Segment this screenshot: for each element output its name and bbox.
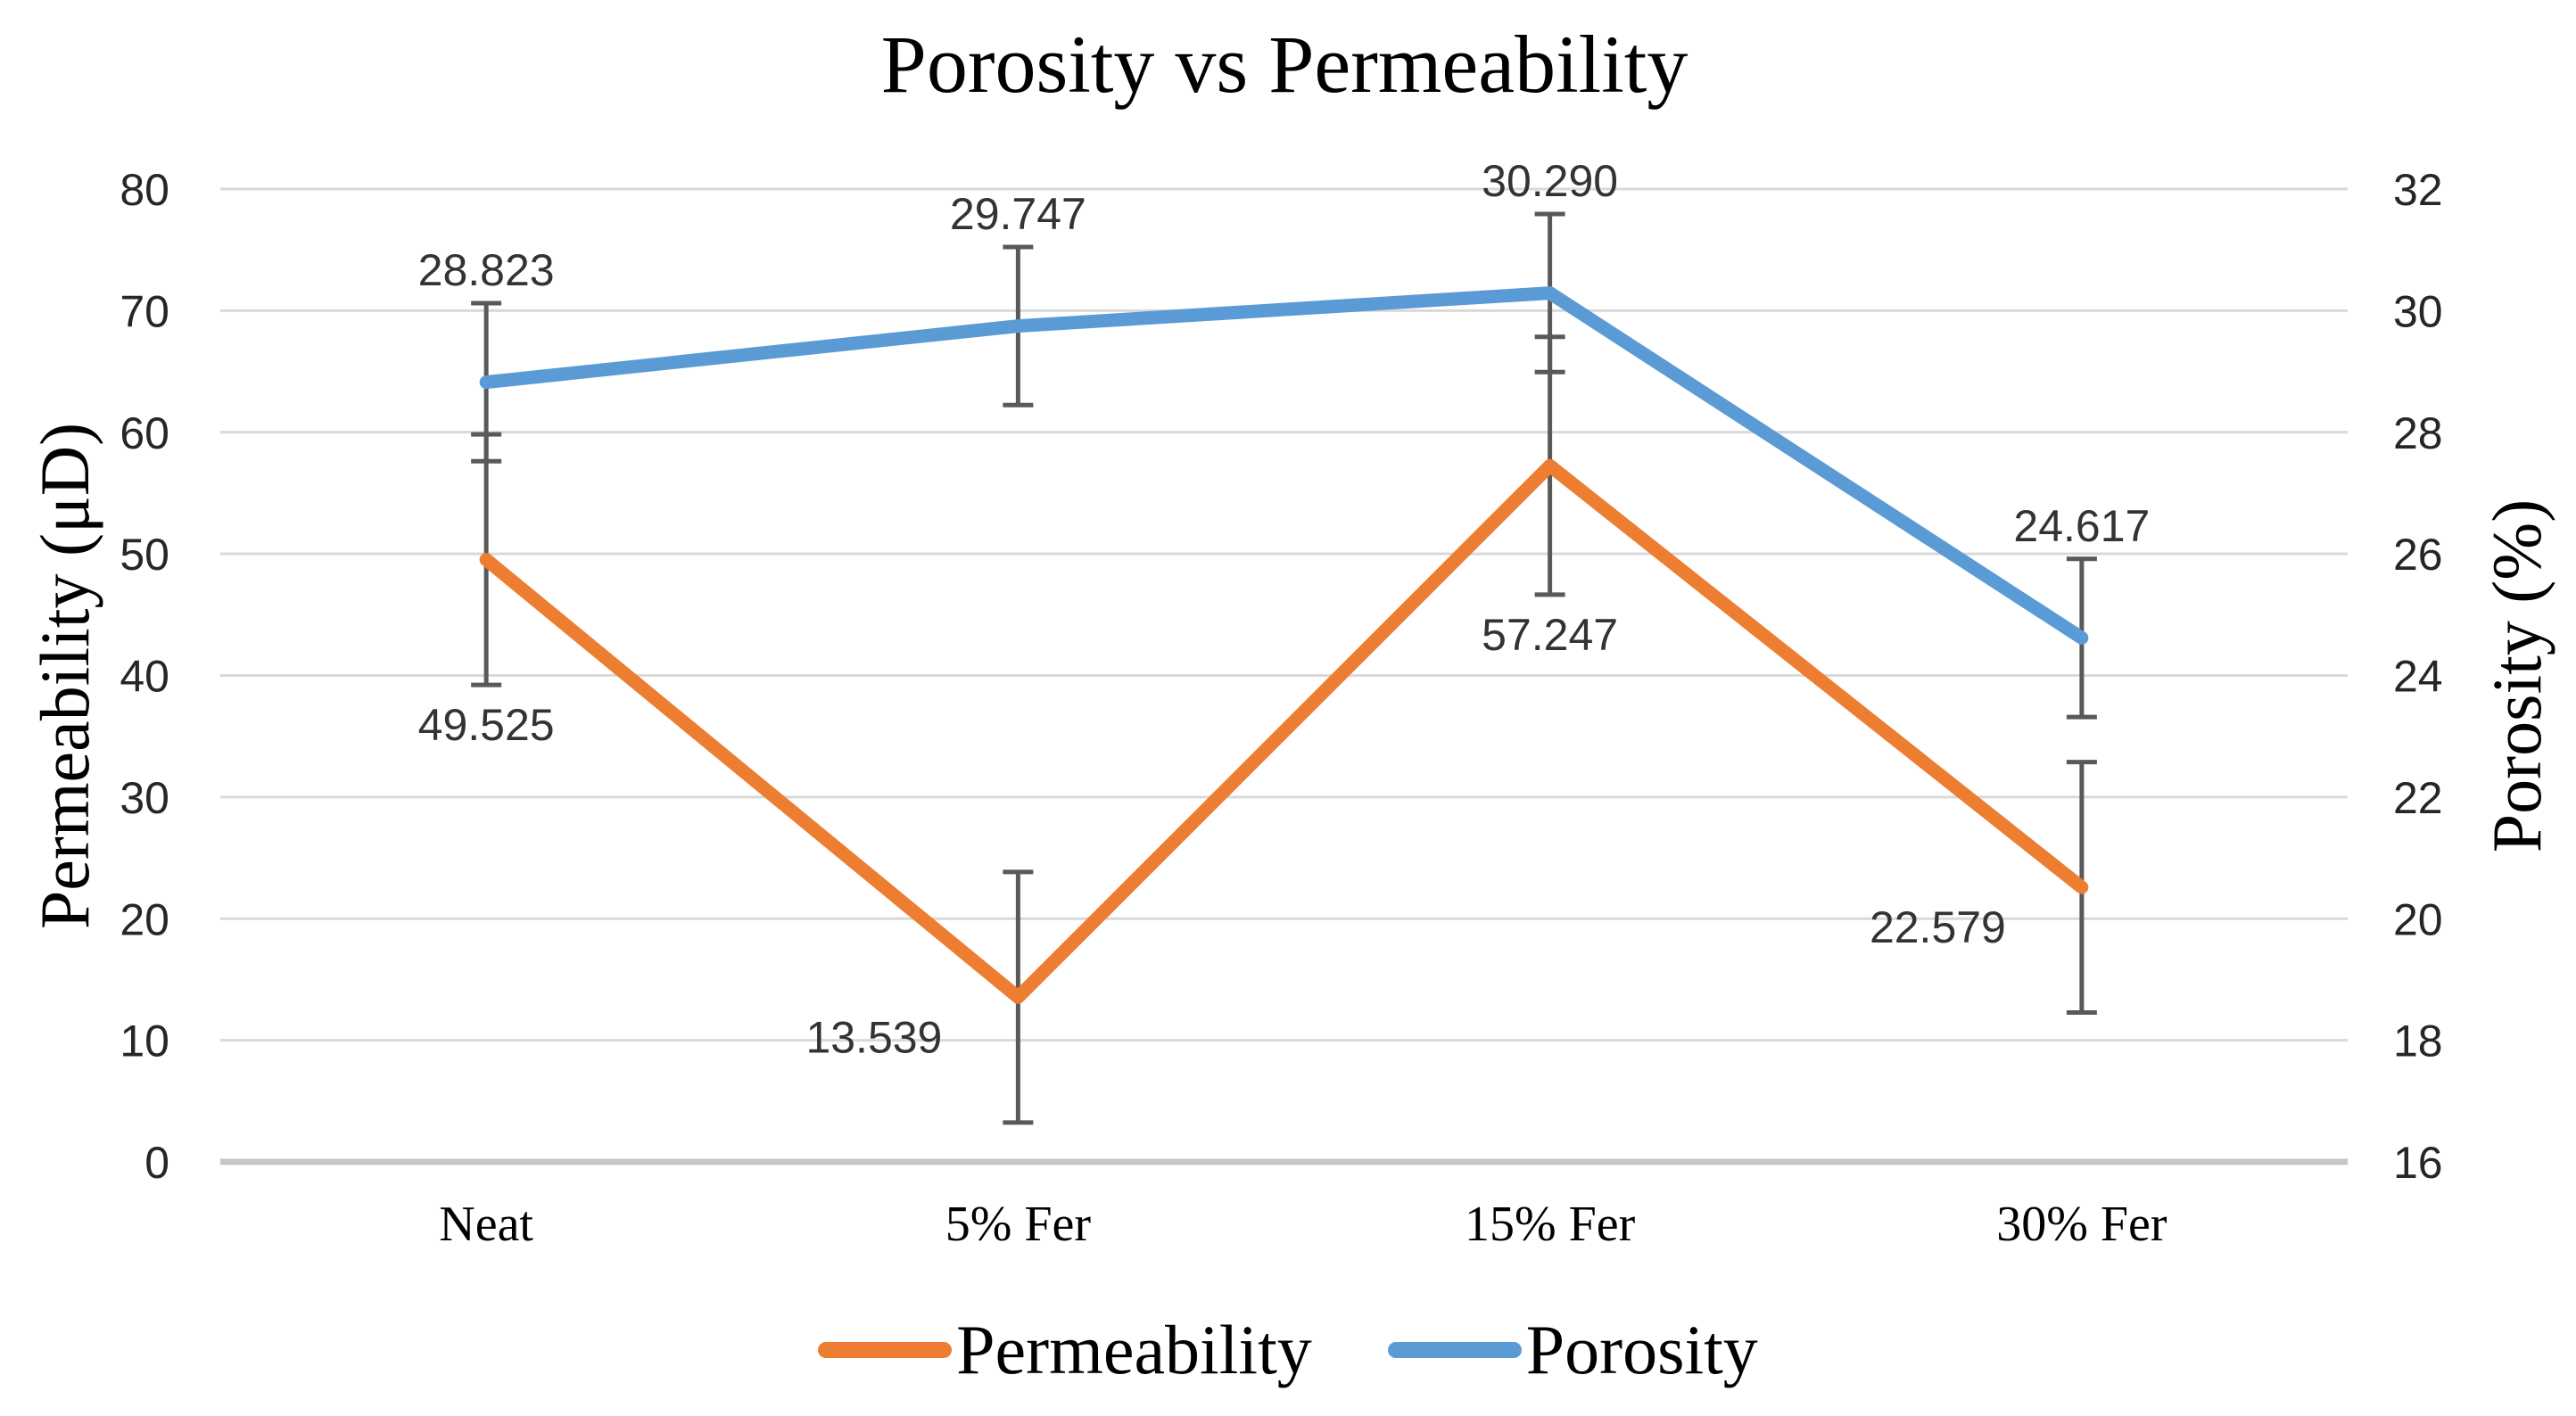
data-label-porosity: 30.290 [1482,156,1618,206]
series-line-permeability [479,458,2089,1004]
data-label-permeability: 13.539 [805,1012,942,1062]
right-axis-tick-label: 30 [2393,286,2443,336]
category-label: 30% Fer [1996,1197,2167,1252]
data-label-porosity: 29.747 [950,189,1086,239]
legend-label-permeability: Permeability [956,1311,1312,1388]
left-axis-tick-label: 30 [120,773,169,823]
left-axis-tick-label: 60 [120,408,169,458]
right-axis-tick-label: 16 [2393,1138,2443,1188]
right-axis-tick-label: 22 [2393,773,2443,823]
right-axis-tick-label: 24 [2393,652,2443,702]
chart-title: Porosity vs Permeability [880,19,1688,110]
right-axis-tick-label: 18 [2393,1017,2443,1066]
category-label: 15% Fer [1465,1197,1636,1252]
data-label-permeability: 49.525 [418,700,555,750]
legend-item-permeability: Permeability [818,1310,1312,1390]
right-axis-tick-label: 32 [2393,165,2443,215]
right-axis-tick-label: 28 [2393,408,2443,458]
permeability-line-swatch [818,1342,953,1358]
left-axis-tick-label: 70 [120,286,169,336]
legend-item-porosity: Porosity [1387,1310,1758,1390]
left-axis-tick-label: 0 [144,1138,169,1188]
left-axis-tick-label: 10 [120,1017,169,1066]
left-axis-tick-label: 50 [120,530,169,580]
legend-label-porosity: Porosity [1525,1311,1758,1388]
legend: Permeability Porosity [0,1310,2576,1390]
left-axis-tick-label: 20 [120,894,169,944]
series-line-porosity [479,286,2089,645]
category-label: Neat [439,1197,533,1252]
left-axis-tick-label: 80 [120,165,169,215]
right-axis-tick-label: 20 [2393,894,2443,944]
category-label: 5% Fer [945,1197,1092,1252]
data-label-permeability: 57.247 [1482,610,1618,660]
data-label-porosity: 28.823 [418,245,555,295]
right-axis-tick-label: 26 [2393,530,2443,580]
porosity-line-swatch [1387,1342,1522,1358]
data-label-porosity: 24.617 [2013,501,2150,551]
left-axis-tick-label: 40 [120,652,169,702]
data-label-permeability: 22.579 [1870,902,2006,952]
